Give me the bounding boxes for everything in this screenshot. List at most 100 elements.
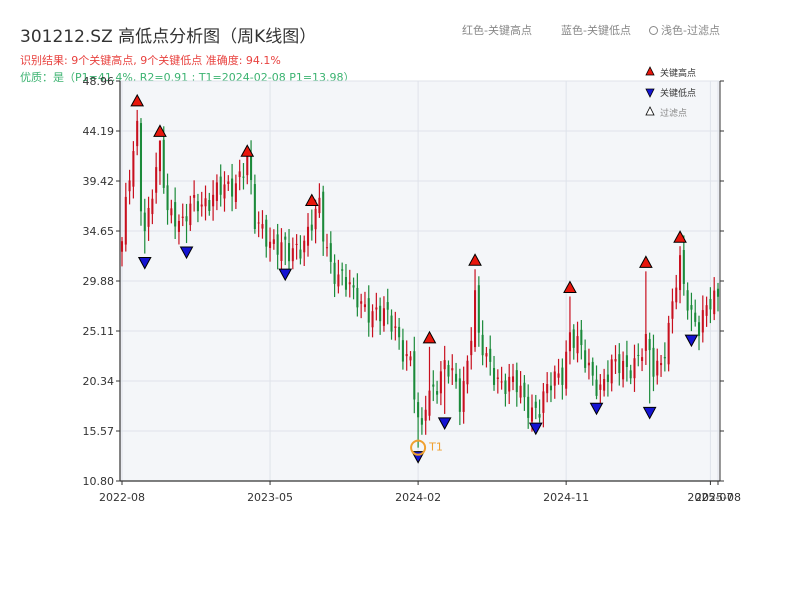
color-note-low: 蓝色-关键低点 bbox=[561, 24, 631, 37]
candle-body bbox=[576, 336, 579, 354]
candle-body bbox=[295, 243, 298, 245]
result-summary: 识别结果: 9个关键高点, 9个关键低点 准确度: 94.1% bbox=[20, 54, 281, 67]
color-note-high: 红色-关键高点 bbox=[462, 24, 532, 37]
candle-body bbox=[261, 224, 264, 229]
candle-body bbox=[189, 203, 192, 226]
candle-body bbox=[701, 310, 704, 333]
candle-body bbox=[265, 219, 268, 247]
candle-body bbox=[401, 340, 404, 362]
candle-body bbox=[656, 360, 659, 376]
x-tick-label: 2024-11 bbox=[543, 491, 589, 504]
candle-body bbox=[690, 305, 693, 310]
candle-body bbox=[504, 380, 507, 395]
candle-body bbox=[151, 198, 154, 215]
candle-body bbox=[618, 354, 621, 374]
candle-body bbox=[291, 248, 294, 262]
candle-body bbox=[443, 360, 446, 370]
candle-body bbox=[181, 216, 184, 218]
candle-body bbox=[549, 385, 553, 391]
candle-body bbox=[341, 269, 344, 271]
y-tick-label: 29.88 bbox=[83, 275, 115, 288]
candle-body bbox=[162, 139, 165, 188]
y-tick-label: 44.19 bbox=[83, 125, 115, 138]
candle-body bbox=[568, 332, 571, 352]
key-high-marker bbox=[422, 330, 437, 344]
x-tick-label: 2024-02 bbox=[395, 491, 441, 504]
key-low-marker bbox=[179, 246, 194, 260]
candle-body bbox=[679, 255, 682, 291]
candle-body bbox=[120, 241, 124, 252]
candle-body bbox=[644, 333, 647, 351]
candle-body bbox=[637, 354, 640, 356]
candle-body bbox=[663, 356, 666, 359]
candle-body bbox=[432, 384, 435, 387]
candle-body bbox=[143, 212, 146, 232]
candle-body bbox=[379, 305, 382, 322]
candle-body bbox=[303, 240, 306, 253]
candle-body bbox=[675, 287, 678, 303]
candle-body bbox=[257, 222, 260, 224]
y-tick-label: 15.57 bbox=[83, 425, 115, 438]
candle-body bbox=[470, 340, 473, 356]
candle-body bbox=[474, 290, 477, 348]
candle-body bbox=[694, 312, 697, 322]
key-low-marker bbox=[684, 334, 699, 348]
legend-key-high-icon bbox=[645, 66, 655, 76]
candle-body bbox=[439, 371, 442, 394]
candle-body bbox=[405, 354, 408, 357]
key-high-marker bbox=[468, 253, 482, 266]
candle-body bbox=[523, 382, 526, 398]
candle-body bbox=[174, 202, 177, 227]
candle-body bbox=[360, 301, 363, 304]
candle-body bbox=[716, 288, 720, 297]
candle-body bbox=[398, 326, 401, 338]
legend-key-low-icon bbox=[645, 88, 655, 98]
candle-body bbox=[219, 176, 222, 195]
candle-body bbox=[705, 305, 708, 316]
candle-body bbox=[625, 355, 628, 367]
candle-body bbox=[500, 381, 503, 383]
candle-body bbox=[276, 234, 279, 255]
candle-body bbox=[417, 402, 420, 418]
candle-body bbox=[170, 208, 173, 216]
legend-label: 关键低点 bbox=[660, 87, 696, 99]
candle-body bbox=[269, 241, 272, 248]
candle-body bbox=[595, 379, 598, 396]
candle-body bbox=[591, 361, 594, 376]
candle-body bbox=[344, 277, 348, 290]
candle-body bbox=[686, 290, 689, 311]
candle-body bbox=[318, 197, 321, 214]
candle-body bbox=[238, 171, 241, 178]
pivot-markers: T1 bbox=[130, 93, 699, 464]
candle-body bbox=[158, 140, 161, 172]
candle-body bbox=[652, 347, 655, 377]
candle-body bbox=[352, 285, 355, 288]
candle-body bbox=[667, 322, 670, 365]
candle-body bbox=[458, 378, 461, 412]
candle-body bbox=[648, 338, 651, 351]
key-low-marker bbox=[528, 422, 543, 436]
candle-body bbox=[356, 287, 359, 308]
candle-body bbox=[337, 274, 340, 287]
candle-body bbox=[212, 194, 215, 207]
candle-body bbox=[287, 243, 291, 262]
candle-body bbox=[671, 301, 674, 319]
t1-label: T1 bbox=[428, 441, 443, 454]
color-note-filtered-wrap: 浅色-过滤点 bbox=[649, 22, 720, 38]
candle-body bbox=[709, 298, 712, 310]
candle-body bbox=[329, 243, 332, 262]
candle-body bbox=[519, 385, 522, 398]
candle-body bbox=[177, 220, 180, 232]
candle-body bbox=[322, 191, 325, 242]
color-note-filtered: 浅色-过滤点 bbox=[661, 24, 720, 37]
candle-body bbox=[527, 396, 530, 418]
key-high-marker bbox=[639, 255, 653, 268]
candle-body bbox=[136, 120, 139, 147]
candle-body bbox=[447, 365, 450, 377]
key-low-marker bbox=[589, 402, 604, 416]
candle-body bbox=[565, 351, 568, 389]
candle-body bbox=[394, 326, 397, 328]
candle-body bbox=[420, 418, 423, 425]
candle-body bbox=[530, 407, 534, 422]
key-low-marker bbox=[137, 257, 152, 270]
